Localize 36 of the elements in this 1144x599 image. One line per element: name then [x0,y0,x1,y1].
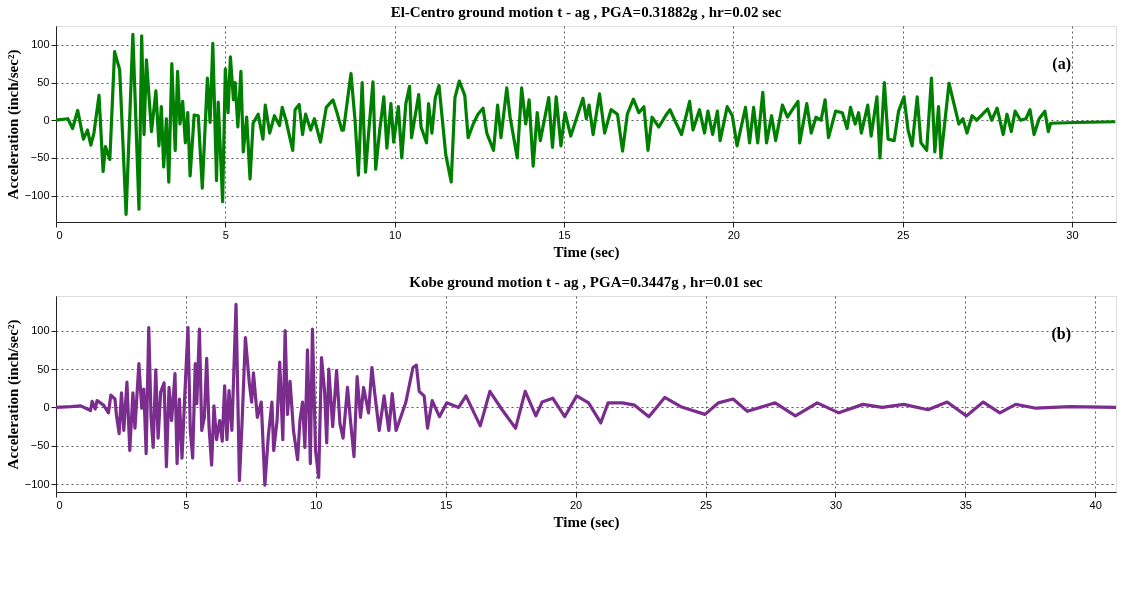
annotation: (a) [1052,55,1071,73]
x-tick-label: 15 [558,228,571,241]
x-tick-label: 10 [310,498,323,511]
line-series [56,302,1116,487]
y-tick-label: 50 [37,76,50,89]
x-axis-title: Time (sec) [553,243,620,261]
x-tick-label: 15 [440,498,453,511]
x-tick-label: 0 [56,498,63,511]
chart-title: El-Centro ground motion t - ag , PGA=0.31882g , hr=0.02 sec [390,4,782,20]
y-tick-label: −100 [24,189,50,202]
y-tick-label: 0 [43,400,50,413]
x-axis-title: Time (sec) [553,513,620,531]
line-series [56,32,1116,217]
x-tick-label: 30 [829,498,843,511]
y-tick-label: 100 [31,324,50,337]
x-tick-label: 35 [959,498,972,511]
x-tick-label: 20 [569,498,583,511]
x-tick-label: 30 [1066,228,1079,241]
y-tick-label: −100 [24,477,50,490]
x-tick-label: 5 [183,498,190,511]
x-tick-label: 0 [56,228,63,241]
chart-title: Kobe ground motion t - ag , PGA=0.3447g , hr=0.01 sec [409,274,764,290]
x-tick-label: 20 [727,228,740,241]
y-tick-label: −50 [30,439,50,452]
y-axis-title: Acceleration (inch/sec²) [4,49,22,200]
y-tick-label: 0 [43,113,50,126]
y-tick-label: 100 [31,38,50,51]
x-tick-label: 25 [897,228,910,241]
annotation: (b) [1051,325,1071,343]
y-tick-label: −50 [30,151,50,164]
x-tick-label: 10 [389,228,402,241]
x-tick-label: 25 [699,498,713,511]
x-tick-label: 40 [1089,498,1102,511]
x-tick-label: 5 [222,228,229,241]
y-tick-label: 50 [37,362,50,375]
y-axis-title: Acceleration (inch/sec²) [4,319,22,470]
